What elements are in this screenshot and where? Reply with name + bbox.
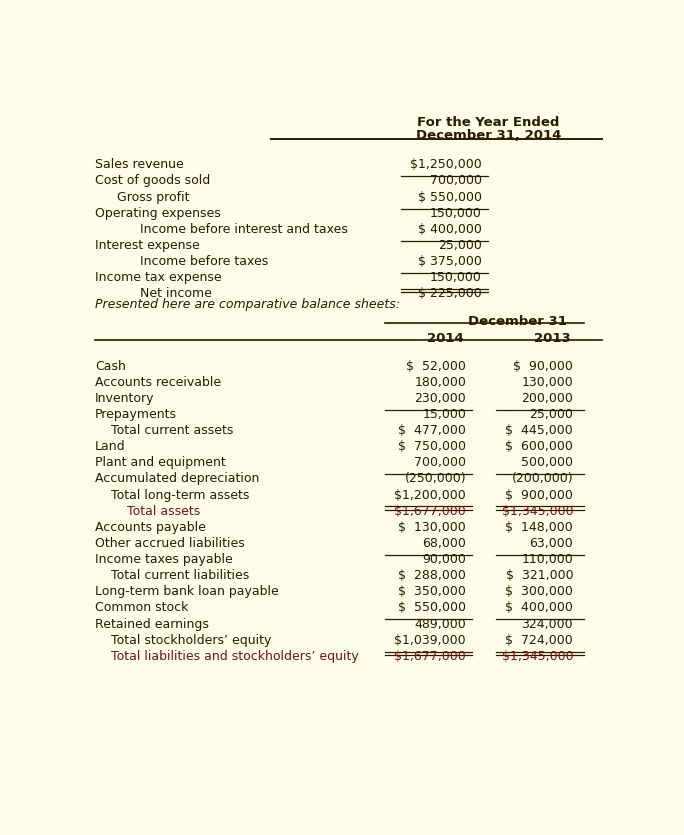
- Text: 25,000: 25,000: [438, 239, 482, 252]
- Text: 700,000: 700,000: [414, 456, 466, 469]
- Text: 500,000: 500,000: [521, 456, 573, 469]
- Text: $1,345,000: $1,345,000: [501, 650, 573, 663]
- Text: Gross profit: Gross profit: [118, 190, 189, 204]
- Text: $  90,000: $ 90,000: [513, 360, 573, 372]
- Text: Income taxes payable: Income taxes payable: [95, 553, 233, 566]
- Text: Inventory: Inventory: [95, 392, 155, 405]
- Text: Interest expense: Interest expense: [95, 239, 200, 252]
- Text: $  550,000: $ 550,000: [398, 601, 466, 615]
- Text: $  300,000: $ 300,000: [505, 585, 573, 598]
- Text: Total liabilities and stockholders’ equity: Total liabilities and stockholders’ equi…: [111, 650, 358, 663]
- Text: Total current liabilities: Total current liabilities: [111, 569, 249, 582]
- Text: $  130,000: $ 130,000: [398, 521, 466, 534]
- Text: Plant and equipment: Plant and equipment: [95, 456, 226, 469]
- Text: $  148,000: $ 148,000: [505, 521, 573, 534]
- Text: $ 550,000: $ 550,000: [418, 190, 482, 204]
- Text: Presented here are comparative balance sheets:: Presented here are comparative balance s…: [95, 298, 400, 311]
- Text: $  350,000: $ 350,000: [398, 585, 466, 598]
- Text: 63,000: 63,000: [529, 537, 573, 550]
- Text: Income tax expense: Income tax expense: [95, 271, 222, 284]
- Text: $ 400,000: $ 400,000: [418, 223, 482, 235]
- Text: Cash: Cash: [95, 360, 126, 372]
- Text: Cost of goods sold: Cost of goods sold: [95, 175, 210, 187]
- Text: Total assets: Total assets: [127, 504, 200, 518]
- Text: Retained earnings: Retained earnings: [95, 618, 209, 630]
- Text: 15,000: 15,000: [422, 408, 466, 421]
- Text: $  750,000: $ 750,000: [398, 440, 466, 453]
- Text: Accounts payable: Accounts payable: [95, 521, 206, 534]
- Text: Other accrued liabilities: Other accrued liabilities: [95, 537, 245, 550]
- Text: Net income: Net income: [140, 287, 211, 301]
- Text: December 31, 2014: December 31, 2014: [416, 129, 561, 142]
- Text: $  477,000: $ 477,000: [398, 424, 466, 437]
- Text: 489,000: 489,000: [415, 618, 466, 630]
- Text: 110,000: 110,000: [521, 553, 573, 566]
- Text: $  900,000: $ 900,000: [505, 488, 573, 502]
- Text: Total current assets: Total current assets: [111, 424, 233, 437]
- Text: Income before interest and taxes: Income before interest and taxes: [140, 223, 347, 235]
- Text: Total stockholders’ equity: Total stockholders’ equity: [111, 634, 272, 646]
- Text: $  445,000: $ 445,000: [505, 424, 573, 437]
- Text: 2014: 2014: [427, 332, 464, 346]
- Text: $1,200,000: $1,200,000: [395, 488, 466, 502]
- Text: $1,250,000: $1,250,000: [410, 159, 482, 171]
- Text: 700,000: 700,000: [430, 175, 482, 187]
- Text: 2013: 2013: [534, 332, 570, 346]
- Text: $1,677,000: $1,677,000: [395, 650, 466, 663]
- Text: 68,000: 68,000: [422, 537, 466, 550]
- Text: $  321,000: $ 321,000: [505, 569, 573, 582]
- Text: $  400,000: $ 400,000: [505, 601, 573, 615]
- Text: Income before taxes: Income before taxes: [140, 255, 268, 268]
- Text: 200,000: 200,000: [521, 392, 573, 405]
- Text: 150,000: 150,000: [430, 207, 482, 220]
- Text: $  724,000: $ 724,000: [505, 634, 573, 646]
- Text: Accumulated depreciation: Accumulated depreciation: [95, 473, 259, 485]
- Text: Long-term bank loan payable: Long-term bank loan payable: [95, 585, 279, 598]
- Text: Sales revenue: Sales revenue: [95, 159, 184, 171]
- Text: $1,677,000: $1,677,000: [395, 504, 466, 518]
- Text: Operating expenses: Operating expenses: [95, 207, 221, 220]
- Text: (250,000): (250,000): [404, 473, 466, 485]
- Text: Land: Land: [95, 440, 126, 453]
- Text: 180,000: 180,000: [415, 376, 466, 388]
- Text: $  288,000: $ 288,000: [398, 569, 466, 582]
- Text: For the Year Ended: For the Year Ended: [417, 115, 560, 129]
- Text: $1,345,000: $1,345,000: [501, 504, 573, 518]
- Text: Common stock: Common stock: [95, 601, 188, 615]
- Text: $  52,000: $ 52,000: [406, 360, 466, 372]
- Text: 150,000: 150,000: [430, 271, 482, 284]
- Text: Total long-term assets: Total long-term assets: [111, 488, 250, 502]
- Text: 90,000: 90,000: [422, 553, 466, 566]
- Text: Prepayments: Prepayments: [95, 408, 177, 421]
- Text: 230,000: 230,000: [415, 392, 466, 405]
- Text: $  600,000: $ 600,000: [505, 440, 573, 453]
- Text: 25,000: 25,000: [529, 408, 573, 421]
- Text: $1,039,000: $1,039,000: [395, 634, 466, 646]
- Text: 324,000: 324,000: [522, 618, 573, 630]
- Text: Accounts receivable: Accounts receivable: [95, 376, 221, 388]
- Text: December 31: December 31: [468, 315, 566, 328]
- Text: $ 375,000: $ 375,000: [418, 255, 482, 268]
- Text: (200,000): (200,000): [512, 473, 573, 485]
- Text: $ 225,000: $ 225,000: [418, 287, 482, 301]
- Text: 130,000: 130,000: [521, 376, 573, 388]
